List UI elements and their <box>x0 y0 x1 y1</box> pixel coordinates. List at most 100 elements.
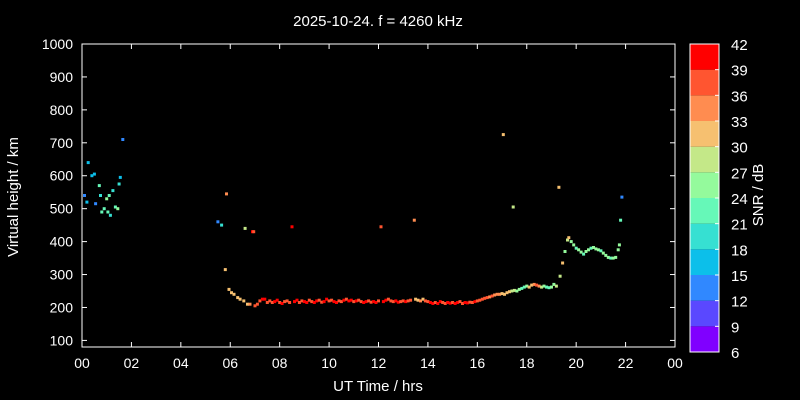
data-point <box>617 243 621 247</box>
data-point <box>270 301 274 304</box>
x-axis-label: UT Time / hrs <box>333 378 423 395</box>
data-point <box>335 301 338 304</box>
data-point <box>421 297 425 301</box>
data-point <box>426 300 430 304</box>
y-tick-label: 200 <box>50 299 74 315</box>
data-point <box>105 197 109 201</box>
x-tick-label: 14 <box>420 355 436 371</box>
data-point <box>121 138 125 141</box>
data-point <box>438 300 442 304</box>
data-point <box>495 292 499 296</box>
x-axis-ticks: 00 02 04 06 08 10 12 14 16 18 20 22 00 <box>74 44 683 371</box>
data-point <box>488 295 492 299</box>
colorbar-tick-label: 42 <box>731 37 748 54</box>
data-point <box>322 300 326 304</box>
data-point <box>317 298 321 302</box>
data-point <box>223 268 227 272</box>
data-point <box>307 298 311 302</box>
data-point <box>238 297 242 301</box>
data-point <box>530 283 534 287</box>
data-point <box>252 230 256 234</box>
colorbar-tick-label: 21 <box>731 217 748 234</box>
colorbar-tick-label: 12 <box>731 294 748 311</box>
data-point <box>94 202 98 206</box>
data-point <box>283 300 287 304</box>
data-point <box>566 238 569 242</box>
data-point <box>577 248 581 252</box>
x-tick-label: 20 <box>568 355 584 371</box>
colorbar-segment <box>690 300 719 327</box>
data-point <box>352 300 356 304</box>
data-point <box>520 286 524 290</box>
data-point <box>117 182 121 186</box>
data-point <box>599 249 603 253</box>
data-point <box>310 300 314 304</box>
data-point <box>448 301 452 305</box>
data-point <box>569 240 573 244</box>
data-point <box>372 300 376 304</box>
data-point <box>364 300 368 304</box>
data-point <box>614 255 618 259</box>
colorbar-segment <box>690 121 719 147</box>
x-tick-label: 06 <box>222 355 238 371</box>
colorbar-segment <box>690 326 719 352</box>
data-point <box>386 297 390 301</box>
data-point <box>493 293 497 297</box>
data-point <box>483 296 487 300</box>
data-point <box>401 299 405 303</box>
data-point <box>253 304 257 308</box>
data-point <box>97 184 101 188</box>
data-point <box>359 300 363 304</box>
data-point <box>463 301 467 304</box>
data-point <box>619 218 623 222</box>
data-point <box>620 195 624 199</box>
data-point <box>232 292 236 296</box>
data-point <box>558 274 562 278</box>
data-point <box>300 299 304 303</box>
data-point <box>384 298 388 302</box>
data-point <box>344 297 348 301</box>
y-tick-label: 1000 <box>42 36 73 52</box>
data-point <box>550 285 553 289</box>
data-point <box>227 287 231 291</box>
colorbar-segment <box>690 172 719 198</box>
data-point <box>312 301 316 304</box>
data-point <box>574 246 578 250</box>
data-point <box>409 298 413 302</box>
data-point <box>90 174 94 178</box>
data-point <box>399 300 403 304</box>
data-point <box>391 300 395 304</box>
x-tick-label: 00 <box>667 355 683 371</box>
y-tick-label: 800 <box>50 102 74 118</box>
data-point <box>288 301 292 304</box>
data-point <box>236 296 240 300</box>
data-point <box>582 252 586 256</box>
data-point <box>601 251 605 255</box>
data-point <box>332 300 336 304</box>
data-point <box>589 246 593 250</box>
data-point <box>522 285 526 289</box>
data-point <box>510 289 514 293</box>
colorbar-tick-label: 24 <box>731 191 748 208</box>
data-point <box>470 301 474 304</box>
data-point <box>451 301 455 304</box>
data-point <box>278 301 282 304</box>
data-point <box>357 298 361 302</box>
data-point <box>563 250 567 253</box>
data-point <box>431 302 435 305</box>
data-point <box>503 292 506 296</box>
data-point <box>330 298 334 302</box>
data-point <box>337 299 341 303</box>
colorbar-tick-label: 18 <box>731 242 748 259</box>
data-point <box>389 299 393 303</box>
data-point <box>315 299 319 303</box>
data-point <box>532 282 536 286</box>
data-point <box>85 200 89 204</box>
colorbar-tick-label: 9 <box>731 319 739 336</box>
data-point <box>220 223 224 227</box>
data-point <box>606 255 610 259</box>
colorbar-tick-label: 36 <box>731 88 748 105</box>
data-point <box>325 297 329 301</box>
data-point <box>511 205 515 209</box>
